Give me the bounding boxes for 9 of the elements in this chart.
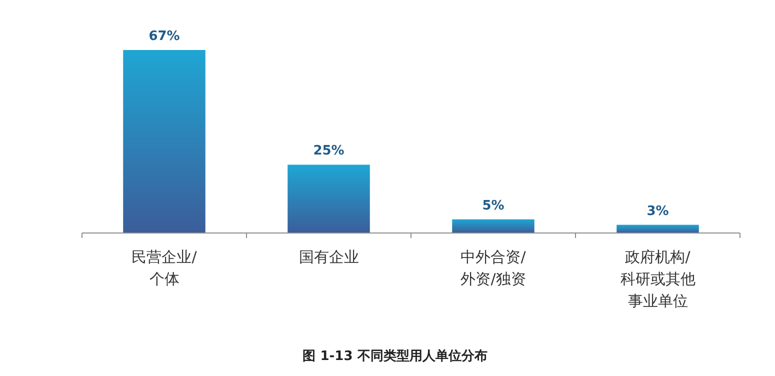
data-label: 5%: [482, 198, 504, 214]
text: 图 1-13 不同类型用人单位分布: [302, 348, 488, 364]
data-label: 3%: [646, 204, 669, 219]
x-tick-label: 民营企业/个体: [132, 248, 198, 288]
data-label: 67%: [148, 29, 180, 44]
data-label: 25%: [313, 144, 344, 159]
x-tick-label: 中外合资/外资/独资: [460, 248, 527, 288]
x-tick-label: 政府机构/科研或其他事业单位: [620, 248, 696, 310]
x-tick-label: 国有企业: [298, 248, 359, 266]
